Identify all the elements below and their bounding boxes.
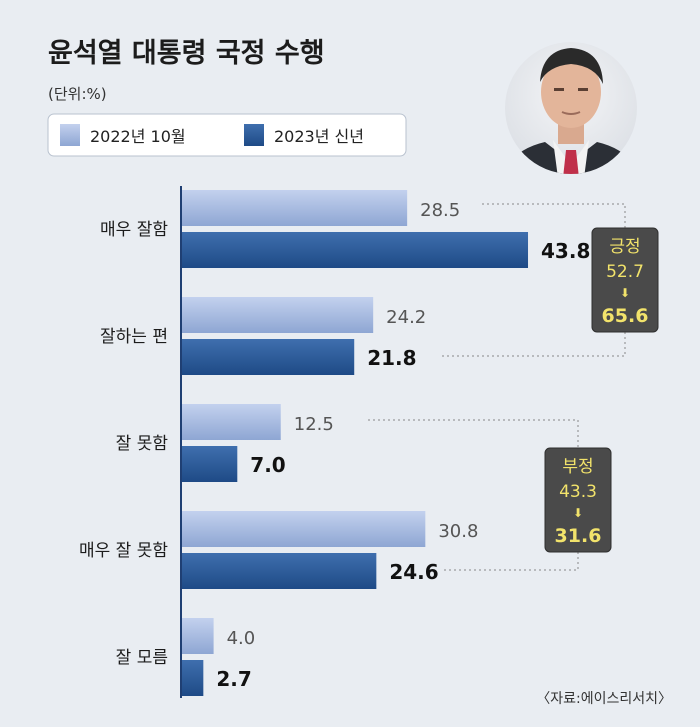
- value-label: 43.8: [541, 239, 590, 263]
- bracket-positive: [442, 203, 626, 357]
- unit-label: (단위:%): [48, 85, 107, 103]
- legend-swatch-old: [60, 124, 80, 146]
- value-label: 30.8: [438, 521, 478, 542]
- legend-label-new: 2023년 신년: [274, 127, 364, 146]
- bars-group: [182, 190, 529, 696]
- legend: 2022년 10월 2023년 신년: [47, 113, 407, 157]
- value-label: 4.0: [227, 628, 256, 649]
- value-label: 28.5: [420, 200, 460, 221]
- category-label: 잘하는 편: [100, 327, 168, 347]
- bar-2023-new-year: [182, 553, 377, 589]
- category-label: 잘 못함: [116, 434, 169, 454]
- legend-box: [47, 113, 407, 157]
- bar-2023-new-year: [182, 446, 238, 482]
- bar-2022-10: [182, 297, 374, 333]
- category-label: 매우 잘 못함: [79, 541, 168, 561]
- bar-2023-new-year: [182, 339, 355, 375]
- value-label: 24.2: [386, 307, 426, 328]
- source-label: 〈자료:에이스리서치〉: [536, 691, 672, 707]
- category-label: 매우 잘함: [100, 220, 168, 240]
- summary-box-negative: [544, 447, 612, 553]
- summary-after-negative: 31.6: [555, 525, 602, 547]
- value-label: 7.0: [250, 453, 285, 477]
- bar-2023-new-year: [182, 660, 204, 696]
- bar-2022-10: [182, 618, 214, 654]
- summary-before-positive: 52.7: [606, 262, 644, 282]
- value-label: 24.6: [389, 560, 438, 584]
- bar-2023-new-year: [182, 232, 529, 268]
- summary-box-positive: [591, 227, 659, 333]
- summary-before-negative: 43.3: [559, 482, 597, 502]
- summary-label-positive: 긍정: [609, 237, 640, 257]
- category-label: 잘 모름: [116, 648, 168, 668]
- value-label: 12.5: [294, 414, 334, 435]
- arrow-down-icon: ⬇: [573, 506, 583, 520]
- bar-2022-10: [182, 190, 408, 226]
- summary-label-negative: 부정: [562, 457, 593, 477]
- summary-positive: 긍정 52.7 ⬇ 65.6: [591, 227, 659, 333]
- summary-after-positive: 65.6: [602, 305, 649, 327]
- value-label: 21.8: [367, 346, 416, 370]
- bar-2022-10: [182, 511, 426, 547]
- bar-2022-10: [182, 404, 281, 440]
- chart-title: 윤석열 대통령 국정 수행: [48, 38, 325, 69]
- legend-swatch-new: [244, 124, 264, 146]
- legend-label-old: 2022년 10월: [90, 127, 186, 146]
- summary-negative: 부정 43.3 ⬇ 31.6: [544, 447, 612, 553]
- arrow-down-icon: ⬇: [620, 286, 630, 300]
- value-labels: 28.5 43.8 24.2 21.8 12.5 7.0 30.824.6 4.0 2.7: [216, 200, 590, 691]
- portrait-photo: [505, 42, 637, 174]
- bracket-negative: [368, 419, 579, 571]
- value-label: 2.7: [216, 667, 251, 691]
